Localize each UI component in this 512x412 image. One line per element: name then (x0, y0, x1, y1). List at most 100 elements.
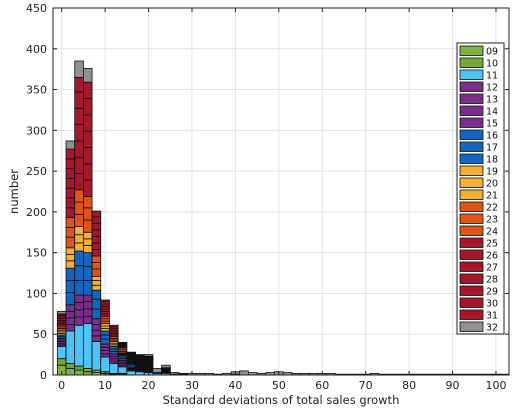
bar-segment-14 (65, 310, 76, 319)
bar-segment-30 (83, 98, 93, 116)
legend-label-21: 21 (486, 191, 498, 202)
x-tick-label: 30 (185, 379, 199, 392)
bar-segment-32 (239, 370, 249, 376)
legend-label-11: 11 (486, 71, 498, 82)
histogram-bars (56, 60, 510, 376)
legend-swatch-29 (459, 285, 484, 296)
bar-segment-24 (91, 255, 102, 263)
y-tick-label: 200 (26, 206, 47, 219)
x-axis-ticks: 0 10 20 30 40 50 60 70 80 90 100 (58, 8, 506, 392)
y-tick-label: 0 (40, 369, 47, 382)
bar-segment-18 (83, 252, 93, 267)
legend: 0910111213141516171819202122232425262728… (456, 42, 505, 335)
bar-segment-31 (109, 324, 119, 328)
legend-label-24: 24 (486, 227, 498, 238)
bar-segment-20 (91, 279, 102, 286)
legend-label-16: 16 (486, 131, 498, 142)
bar-segment-27 (74, 140, 84, 158)
bar-segment-32 (126, 351, 136, 354)
bar-segment-11 (126, 370, 136, 376)
x-tick-label: 0 (58, 379, 65, 392)
bar-segment-24 (65, 217, 76, 228)
bar-segment-17 (91, 298, 102, 310)
bar-segment-17 (74, 265, 84, 281)
legend-swatch-31 (459, 309, 484, 320)
bar-segment-09 (74, 369, 84, 376)
legend-swatch-11 (459, 69, 484, 80)
bar-segment-27 (91, 235, 102, 244)
bar-segment-18 (74, 250, 84, 267)
bar-segment-25 (83, 179, 93, 197)
legend-label-23: 23 (486, 215, 498, 226)
bar-segment-26 (91, 242, 102, 250)
bar-segment-28 (91, 229, 102, 237)
legend-swatch-21 (459, 189, 484, 200)
bar-segment-18 (91, 289, 102, 300)
legend-label-10: 10 (486, 59, 498, 70)
x-tick-label: 10 (98, 379, 112, 392)
bar-segment-32 (143, 354, 154, 357)
legend-swatch-19 (459, 165, 484, 176)
bar-segment-15 (91, 318, 102, 325)
legend-label-15: 15 (486, 119, 498, 130)
x-tick-label: 90 (446, 379, 460, 392)
y-tick-label: 250 (26, 165, 47, 178)
legend-label-19: 19 (486, 167, 498, 178)
bar-segment-20 (74, 234, 84, 244)
bar-segment-11 (56, 346, 67, 360)
bar-segment-29 (74, 107, 84, 126)
bar-segment-16 (65, 292, 76, 306)
bar-segment-22 (65, 236, 76, 249)
bar-segment-22 (83, 219, 93, 233)
x-tick-label: 40 (228, 379, 242, 392)
bar-segment-32 (56, 310, 67, 315)
bar-segment-32 (135, 354, 145, 356)
y-tick-label: 350 (26, 84, 47, 97)
bar-segment-17 (65, 279, 76, 294)
bar-segment-19 (83, 244, 93, 254)
bar-segment-12 (74, 316, 84, 326)
bar-segment-20 (83, 238, 93, 246)
bar-segment-32 (74, 60, 84, 78)
bar-segment-26 (83, 163, 93, 181)
bar-segment-09 (65, 368, 76, 376)
x-tick-label: 50 (272, 379, 286, 392)
bar-segment-30 (91, 216, 102, 224)
bar-segment-32 (178, 372, 189, 375)
bar-segment-21 (74, 226, 84, 236)
x-tick-label: 80 (402, 379, 416, 392)
legend-label-26: 26 (486, 251, 498, 262)
bar-segment-19 (65, 260, 76, 269)
legend-swatch-32 (459, 321, 484, 332)
legend-label-30: 30 (486, 299, 498, 310)
bar-segment-14 (100, 346, 110, 351)
legend-label-31: 31 (486, 311, 498, 322)
legend-swatch-17 (459, 141, 484, 152)
plot-frame (52, 7, 510, 376)
bar-segment-10 (83, 368, 93, 373)
bar-segment-11 (91, 341, 102, 371)
bar-segment-13 (83, 308, 93, 317)
bar-segment-13 (65, 317, 76, 325)
legend-swatch-12 (459, 81, 484, 92)
bar-segment-10 (74, 365, 84, 371)
bar-segment-20 (65, 253, 76, 262)
bar-segment-11 (109, 363, 119, 374)
bar-segment-29 (83, 114, 93, 132)
y-tick-label: 50 (33, 328, 47, 341)
bar-segment-28 (74, 124, 84, 142)
bar-segment-31 (91, 210, 102, 218)
legend-swatch-20 (459, 177, 484, 188)
bar-segment-30 (65, 158, 76, 170)
bar-segment-29 (65, 168, 76, 179)
legend-label-13: 13 (486, 95, 498, 106)
bar-segment-31 (74, 76, 84, 93)
grid-lines (53, 7, 509, 376)
bar-segment-28 (65, 178, 76, 189)
legend-label-09: 09 (486, 47, 498, 58)
bar-segment-18 (100, 330, 110, 336)
bar-segment-30 (74, 91, 84, 109)
bar-segment-24 (74, 189, 84, 203)
legend-swatch-27 (459, 261, 484, 272)
bar-segment-31 (83, 81, 93, 99)
